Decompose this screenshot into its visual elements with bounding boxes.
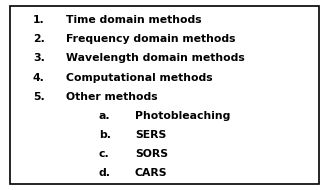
Text: Frequency domain methods: Frequency domain methods bbox=[66, 34, 235, 44]
Text: Other methods: Other methods bbox=[66, 92, 157, 102]
Text: SORS: SORS bbox=[135, 149, 168, 159]
Text: c.: c. bbox=[99, 149, 110, 159]
Text: 2.: 2. bbox=[33, 34, 45, 44]
Text: Photobleaching: Photobleaching bbox=[135, 111, 230, 121]
Text: Wavelength domain methods: Wavelength domain methods bbox=[66, 53, 244, 63]
Text: a.: a. bbox=[99, 111, 110, 121]
Text: 3.: 3. bbox=[33, 53, 45, 63]
Text: SERS: SERS bbox=[135, 130, 166, 140]
Text: Computational methods: Computational methods bbox=[66, 73, 213, 82]
Text: b.: b. bbox=[99, 130, 111, 140]
Text: d.: d. bbox=[99, 169, 111, 178]
Text: 1.: 1. bbox=[33, 15, 45, 25]
Text: 5.: 5. bbox=[33, 92, 45, 102]
Text: 4.: 4. bbox=[33, 73, 45, 82]
Text: CARS: CARS bbox=[135, 169, 167, 178]
FancyBboxPatch shape bbox=[10, 6, 319, 184]
Text: Time domain methods: Time domain methods bbox=[66, 15, 201, 25]
